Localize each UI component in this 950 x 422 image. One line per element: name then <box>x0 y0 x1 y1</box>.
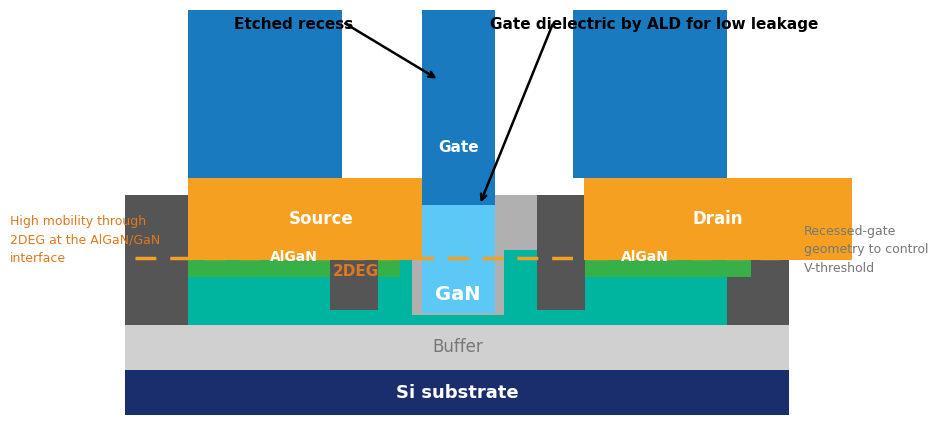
Bar <box>125 325 789 370</box>
Bar <box>342 10 422 178</box>
Bar <box>573 10 727 178</box>
Text: Drain: Drain <box>693 210 744 228</box>
Bar <box>495 10 573 178</box>
Bar <box>125 215 789 325</box>
Bar <box>584 178 852 260</box>
Bar <box>188 10 342 178</box>
Bar <box>422 205 495 313</box>
Bar <box>537 195 585 310</box>
Text: 2DEG: 2DEG <box>333 265 379 279</box>
Text: GaN: GaN <box>434 286 480 305</box>
Text: High mobility through
2DEG at the AlGaN/GaN
interface: High mobility through 2DEG at the AlGaN/… <box>10 214 160 265</box>
Text: AlGaN: AlGaN <box>270 250 317 264</box>
Bar <box>125 195 188 325</box>
Text: Gate dielectric by ALD for low leakage: Gate dielectric by ALD for low leakage <box>490 17 819 32</box>
Text: Si substrate: Si substrate <box>396 384 519 401</box>
Text: AlGaN: AlGaN <box>621 250 669 264</box>
Bar <box>422 10 495 205</box>
Bar <box>727 195 789 325</box>
Text: Gate: Gate <box>438 140 479 154</box>
Bar <box>331 195 378 310</box>
Text: Recessed-gate
geometry to control
V-threshold: Recessed-gate geometry to control V-thre… <box>804 225 928 276</box>
Bar <box>412 250 504 315</box>
Bar <box>373 195 542 250</box>
Text: Source: Source <box>289 210 354 228</box>
Bar <box>188 237 400 277</box>
Text: Etched recess: Etched recess <box>234 17 353 32</box>
Bar <box>540 237 750 277</box>
Bar <box>188 178 455 260</box>
Bar <box>125 370 789 415</box>
Text: Buffer: Buffer <box>432 338 483 357</box>
